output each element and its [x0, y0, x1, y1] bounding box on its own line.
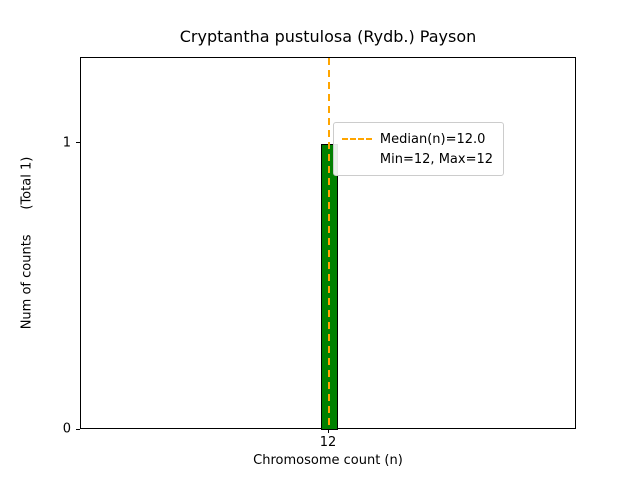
x-tick-mark	[327, 429, 329, 433]
median-dashed-line-marker	[341, 138, 372, 140]
chart-title: Cryptantha pustulosa (Rydb.) Payson	[179, 27, 477, 46]
legend-entry-minmax: Min=12, Max=12	[342, 149, 493, 169]
legend-entry-median: Median(n)=12.0	[341, 129, 493, 149]
y-axis-label: Num of counts (Total 1)	[19, 156, 35, 330]
legend: Median(n)=12.0 Min=12, Max=12	[332, 122, 504, 176]
x-axis-label: Chromosome count (n)	[253, 453, 403, 468]
legend-label-median: Median(n)=12.0	[379, 131, 486, 147]
y-tick-mark	[76, 142, 80, 144]
y-tick-label: 0	[62, 421, 71, 437]
y-tick-mark	[76, 428, 80, 430]
y-tick-label: 1	[62, 135, 71, 151]
plot-area: Median(n)=12.0 Min=12, Max=12	[80, 57, 576, 430]
x-tick-label: 12	[319, 435, 337, 450]
median-line	[328, 58, 330, 430]
legend-label-minmax: Min=12, Max=12	[379, 151, 493, 167]
